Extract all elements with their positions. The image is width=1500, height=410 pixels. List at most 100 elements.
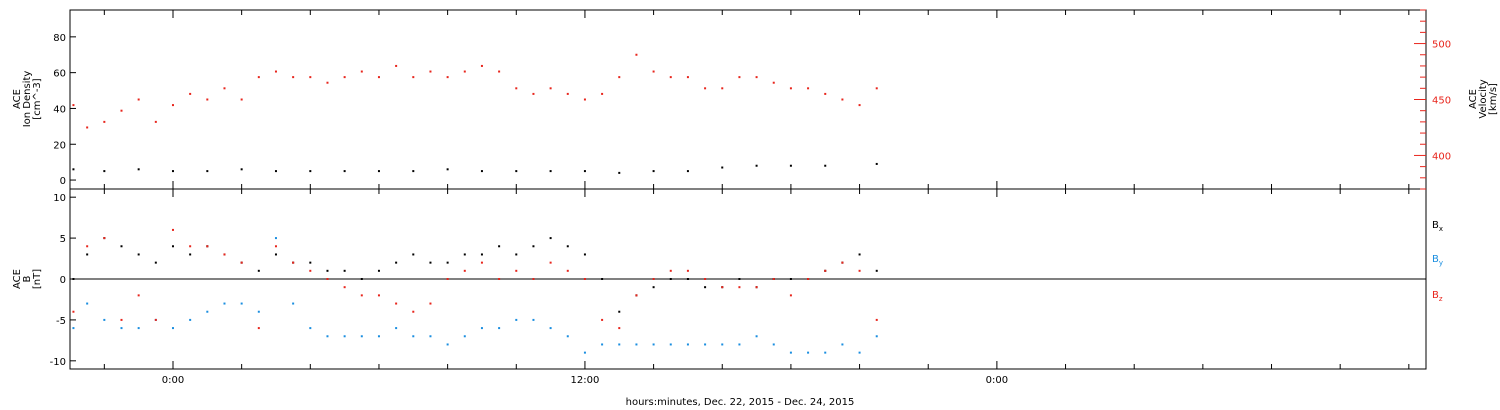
bz-point <box>583 278 586 280</box>
bx-point <box>120 245 123 248</box>
by-point <box>120 327 123 330</box>
velocity-point <box>721 87 724 90</box>
bx-point <box>583 253 586 256</box>
bx-point <box>738 278 741 280</box>
bz-point <box>772 278 775 280</box>
bx-point <box>789 278 792 280</box>
velocity-point <box>755 76 758 79</box>
time-axis-ticks: 0:00 12:00 0:00 <box>103 10 1410 386</box>
bx-point <box>669 278 672 280</box>
density-point <box>875 162 878 165</box>
density-axis-ticks: 0 20 40 60 80 <box>53 33 76 187</box>
bz-point <box>171 228 174 231</box>
bz-point <box>704 278 707 280</box>
density-tick-label: 0 <box>60 176 66 187</box>
bottom-panel-series <box>72 228 878 354</box>
density-point <box>618 171 621 174</box>
by-point <box>498 327 501 330</box>
velocity-label-line2: Velocity <box>1478 79 1489 118</box>
velocity-point <box>446 76 449 79</box>
bz-point <box>189 245 192 248</box>
density-point <box>274 170 277 173</box>
velocity-point <box>841 98 844 101</box>
velocity-axis-label: ACE Velocity [km/s] <box>1468 79 1499 118</box>
velocity-point <box>704 87 707 90</box>
velocity-point <box>618 76 621 79</box>
velocity-tick-label: 400 <box>1432 151 1451 162</box>
by-point <box>686 343 689 346</box>
by-point <box>240 302 243 305</box>
bz-point <box>789 294 792 297</box>
bz-point <box>738 286 741 289</box>
x-tick-label: 0:00 <box>162 375 184 386</box>
density-point <box>789 164 792 167</box>
bx-point <box>309 261 312 264</box>
by-point <box>480 327 483 330</box>
velocity-point <box>223 87 226 90</box>
by-point <box>377 335 380 338</box>
velocity-point <box>72 104 75 107</box>
x-axis-label: hours:minutes, Dec. 22, 2015 - Dec. 24, … <box>626 397 855 408</box>
top-panel-series <box>72 53 878 174</box>
by-point <box>789 351 792 354</box>
bz-point <box>429 302 432 305</box>
by-series <box>72 237 878 354</box>
density-point <box>446 168 449 171</box>
bx-point <box>86 253 89 256</box>
density-point <box>137 168 140 171</box>
bz-point <box>480 261 483 264</box>
velocity-point <box>601 92 604 95</box>
bz-series <box>72 228 878 330</box>
density-tick-label: 60 <box>53 69 66 80</box>
velocity-point <box>463 70 466 73</box>
bz-point <box>86 245 89 248</box>
bz-point <box>257 327 260 330</box>
by-point <box>257 310 260 313</box>
by-point <box>309 327 312 330</box>
bz-point <box>360 294 363 297</box>
legend-by: By <box>1432 254 1443 267</box>
velocity-point <box>86 126 89 129</box>
bx-point <box>686 278 689 280</box>
velocity-point <box>686 76 689 79</box>
bx-point <box>549 237 552 240</box>
by-point <box>618 343 621 346</box>
x-tick-label: 0:00 <box>986 375 1008 386</box>
density-point <box>652 170 655 173</box>
bz-point <box>635 294 638 297</box>
by-point <box>429 335 432 338</box>
by-point <box>137 327 140 330</box>
by-point <box>412 335 415 338</box>
bz-point <box>755 286 758 289</box>
velocity-axis-ticks: 400 450 500 <box>1414 9 1451 190</box>
by-point <box>326 335 329 338</box>
velocity-point <box>326 81 329 84</box>
velocity-point <box>807 87 810 90</box>
by-point <box>292 302 295 305</box>
density-axis-label: ACE Ion Density [cm^-3] <box>12 71 43 128</box>
velocity-point <box>137 98 140 101</box>
density-point <box>309 170 312 173</box>
bx-point <box>704 286 707 289</box>
density-point <box>240 168 243 171</box>
bx-point <box>154 261 157 264</box>
bz-point <box>377 294 380 297</box>
field-label-line3: [nT] <box>32 269 43 289</box>
velocity-point <box>171 104 174 107</box>
bz-point <box>309 269 312 272</box>
density-point <box>721 166 724 169</box>
velocity-point <box>103 120 106 123</box>
by-point <box>652 343 655 346</box>
bz-point <box>498 278 501 280</box>
density-tick-label: 80 <box>53 33 66 44</box>
density-point <box>686 170 689 173</box>
density-label-line2: Ion Density <box>22 71 33 128</box>
field-tick-label: -5 <box>56 316 66 327</box>
by-point <box>463 335 466 338</box>
bz-point <box>137 294 140 297</box>
bz-point <box>686 269 689 272</box>
by-point <box>824 351 827 354</box>
velocity-point <box>635 53 638 56</box>
by-point <box>738 343 741 346</box>
by-point <box>583 351 586 354</box>
